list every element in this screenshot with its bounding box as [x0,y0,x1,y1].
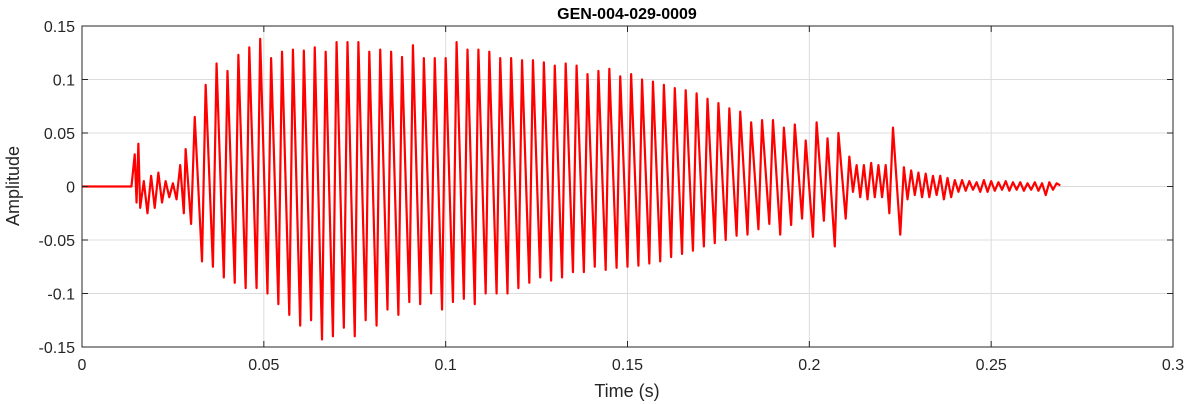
y-tick-labels: -0.15 -0.1 -0.05 0 0.05 0.1 0.15 [39,19,76,357]
x-tick-label: 0 [78,357,87,374]
y-tick-label: 0.1 [53,73,75,90]
y-axis-label: Amplitude [3,146,23,226]
ticks [81,25,1174,348]
x-tick-label: 0.15 [612,357,643,374]
y-tick-label: -0.05 [39,233,76,250]
y-tick-label: -0.15 [39,340,76,357]
x-tick-label: 0.3 [1162,357,1184,374]
x-tick-labels: 0 0.05 0.1 0.15 0.2 0.25 0.3 [78,357,1185,374]
y-tick-label: -0.1 [47,287,75,304]
y-tick-label: 0.05 [44,126,75,143]
y-tick-label: 0.15 [44,19,75,36]
series-line [82,37,1061,341]
x-tick-label: 0.05 [248,357,279,374]
x-tick-label: 0.25 [976,357,1007,374]
x-axis-label: Time (s) [594,381,659,401]
series-group [82,37,1061,341]
x-tick-label: 0.1 [435,357,457,374]
y-tick-label: 0 [66,180,75,197]
chart-title: GEN-004-029-0009 [557,6,697,23]
x-tick-label: 0.2 [798,357,820,374]
